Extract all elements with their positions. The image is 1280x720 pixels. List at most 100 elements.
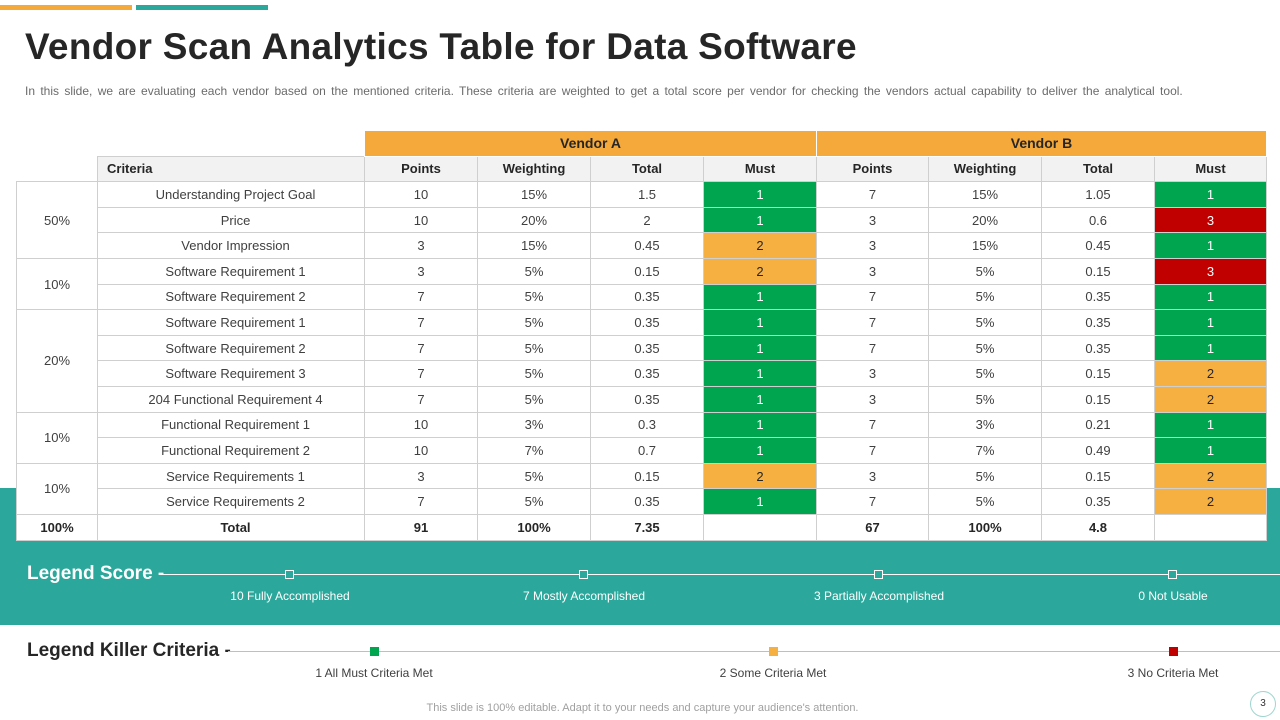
total-row: 100% Total 91 100% 7.35 67 100% 4.8 <box>16 513 1267 541</box>
vendor-header-row: Vendor A Vendor B <box>17 130 1267 157</box>
vendor-b-must-cell: 3 <box>1154 257 1267 285</box>
vendor-a-points-cell: 7 <box>364 385 478 413</box>
criteria-cell: Functional Requirement 2 <box>97 437 365 464</box>
vendor-a-must-cell <box>703 513 817 541</box>
top-accent-bar-orange <box>0 5 132 10</box>
vendor-b-total-cell: 4.8 <box>1041 513 1155 541</box>
vendor-b-points-cell: 7 <box>816 488 929 515</box>
vendor-a-weighting-cell: 100% <box>477 513 591 541</box>
vendor-a-must-cell: 1 <box>703 385 817 413</box>
vendor-a-must-cell: 2 <box>703 257 817 285</box>
vendor-b-points-header: Points <box>816 155 929 183</box>
vendor-b-must-cell: 1 <box>1154 411 1267 439</box>
vendor-a-weighting-cell: 5% <box>477 309 591 336</box>
page-number: 3 <box>1250 691 1276 717</box>
vendor-b-weighting-cell: 15% <box>928 232 1042 259</box>
vendor-b-total-cell: 0.49 <box>1041 437 1155 464</box>
vendor-a-weighting-cell: 3% <box>477 411 591 439</box>
vendor-a-points-cell: 10 <box>364 437 478 464</box>
vendor-a-points-cell: 3 <box>364 232 478 259</box>
vendor-b-total-cell: 0.35 <box>1041 334 1155 362</box>
vendor-b-must-cell: 2 <box>1154 462 1267 490</box>
page-title: Vendor Scan Analytics Table for Data Sof… <box>25 26 857 67</box>
vendor-b-must-cell: 2 <box>1154 385 1267 413</box>
vendor-b-weighting-cell: 5% <box>928 309 1042 336</box>
vendor-a-points-cell: 7 <box>364 283 478 311</box>
vendor-b-points-cell: 3 <box>816 206 929 234</box>
legend-score-label: 0 Not Usable <box>1138 589 1208 603</box>
legend-score-label: 10 Fully Accomplished <box>230 589 350 603</box>
vendor-b-must-cell <box>1154 513 1267 541</box>
vendor-a-points-cell: 3 <box>364 462 478 490</box>
criteria-cell: Understanding Project Goal <box>97 181 365 208</box>
vendor-b-total-cell: 0.15 <box>1041 385 1155 413</box>
vendor-b-weighting-cell: 5% <box>928 334 1042 362</box>
vendor-a-weighting-cell: 5% <box>477 360 591 387</box>
criteria-cell: Service Requirements 2 <box>97 488 365 515</box>
group-weight-cell: 50% <box>16 181 98 259</box>
vendor-b-weighting-cell: 5% <box>928 360 1042 387</box>
table-row: 204 Functional Requirement 4 7 5% 0.35 1 3 5% 0… <box>17 385 1267 413</box>
vendor-b-points-cell: 3 <box>816 232 929 259</box>
vendor-b-header: Vendor B <box>816 130 1267 157</box>
top-accent-bar-teal <box>136 5 268 10</box>
vendor-b-total-cell: 0.35 <box>1041 283 1155 311</box>
vendor-b-must-cell: 1 <box>1154 437 1267 464</box>
total-weight-cell: 100% <box>16 513 98 541</box>
total-label-cell: Total <box>97 513 365 541</box>
criteria-cell: Vendor Impression <box>97 232 365 259</box>
vendor-a-must-cell: 1 <box>703 411 817 439</box>
vendor-a-points-cell: 91 <box>364 513 478 541</box>
vendor-a-total-cell: 0.3 <box>590 411 704 439</box>
vendor-b-total-cell: 0.15 <box>1041 360 1155 387</box>
vendor-b-must-cell: 1 <box>1154 181 1267 208</box>
vendor-a-points-cell: 3 <box>364 257 478 285</box>
vendor-a-total-cell: 0.35 <box>590 283 704 311</box>
table-row: Vendor Impression 3 15% 0.45 2 3 15% 0.45 1 <box>17 232 1267 259</box>
vendor-b-weighting-cell: 5% <box>928 257 1042 285</box>
criteria-cell: Software Requirement 1 <box>97 309 365 336</box>
criteria-cell: Software Requirement 2 <box>97 334 365 362</box>
vendor-b-must-cell: 1 <box>1154 232 1267 259</box>
vendor-b-weighting-cell: 100% <box>928 513 1042 541</box>
vendor-b-must-header: Must <box>1154 155 1267 183</box>
vendor-a-points-cell: 7 <box>364 309 478 336</box>
legend-killer-marker <box>1169 647 1178 656</box>
table-row: Functional Requirement 2 10 7% 0.7 1 7 7% 0.49 1 <box>17 437 1267 464</box>
vendor-b-total-cell: 0.35 <box>1041 309 1155 336</box>
vendor-a-must-cell: 1 <box>703 206 817 234</box>
vendor-b-must-cell: 1 <box>1154 283 1267 311</box>
criteria-cell: Software Requirement 3 <box>97 360 365 387</box>
table-row: Price 10 20% 2 1 3 20% 0.6 3 <box>17 206 1267 234</box>
vendor-a-weighting-cell: 7% <box>477 437 591 464</box>
vendor-a-weighting-cell: 5% <box>477 283 591 311</box>
criteria-cell: Functional Requirement 1 <box>97 411 365 439</box>
vendor-a-total-cell: 0.15 <box>590 257 704 285</box>
vendor-a-weighting-cell: 15% <box>477 232 591 259</box>
criteria-cell: 204 Functional Requirement 4 <box>97 385 365 413</box>
vendor-b-weighting-cell: 20% <box>928 206 1042 234</box>
group-weight-cell: 10% <box>16 411 98 464</box>
vendor-b-must-cell: 3 <box>1154 206 1267 234</box>
vendor-b-weighting-cell: 5% <box>928 488 1042 515</box>
legend-score-label: 3 Partially Accomplished <box>813 589 945 603</box>
vendor-a-weighting-header: Weighting <box>477 155 591 183</box>
table-body: 50% Understanding Project Goal 10 15% 1.5 1 7 1… <box>16 181 1267 541</box>
legend-score-line <box>160 574 1280 575</box>
vendor-b-weighting-cell: 15% <box>928 181 1042 208</box>
group-weight-cell: 10% <box>16 257 98 311</box>
criteria-cell: Service Requirements 1 <box>97 462 365 490</box>
table-row: 10% Service Requirements 1 3 5% 0.15 2 3 5% 0.15… <box>16 462 1267 515</box>
table-row: 20% Software Requirement 1 7 5% 0.35 1 7 5% 0.35… <box>16 309 1267 413</box>
legend-score-label: 7 Mostly Accomplished <box>522 589 646 603</box>
vendor-b-total-cell: 0.15 <box>1041 462 1155 490</box>
vendor-a-must-cell: 2 <box>703 232 817 259</box>
table-row: Service Requirements 2 7 5% 0.35 1 7 5% 0.35 2 <box>17 488 1267 515</box>
legend-score-title: Legend Score - <box>27 563 165 584</box>
vendor-b-weighting-cell: 5% <box>928 283 1042 311</box>
vendor-a-must-cell: 1 <box>703 283 817 311</box>
vendor-a-total-cell: 0.15 <box>590 462 704 490</box>
vendor-b-total-header: Total <box>1041 155 1155 183</box>
vendor-a-must-cell: 1 <box>703 334 817 362</box>
vendor-a-must-header: Must <box>703 155 817 183</box>
